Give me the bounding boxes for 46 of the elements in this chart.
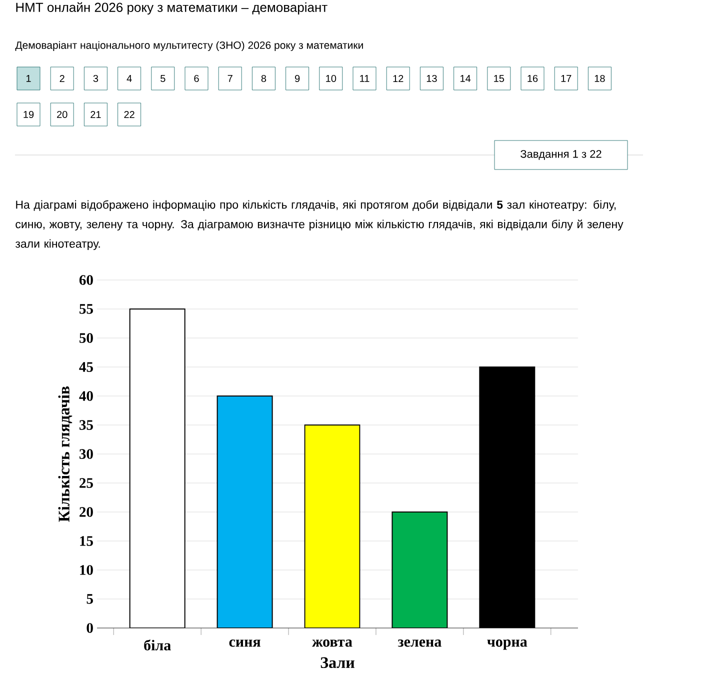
y-tick-label: 40: [79, 391, 93, 401]
y-tick-label: 0: [86, 623, 93, 633]
text: 13: [426, 74, 437, 82]
y-tick-label: 35: [80, 420, 93, 430]
text: 10: [326, 74, 336, 82]
text: 16: [528, 74, 538, 82]
text: 9: [294, 74, 300, 82]
text: 6: [194, 74, 199, 82]
text: 8: [261, 74, 266, 82]
x-tick-label: зелена: [398, 640, 442, 647]
x-tick-label: синя: [229, 640, 260, 647]
text: 7: [228, 75, 232, 82]
text: 1: [26, 75, 31, 82]
x-tick-label: чорна: [487, 640, 528, 650]
text: 14: [460, 75, 471, 82]
text: 12: [393, 75, 404, 82]
y-tick-label: 5: [86, 594, 93, 604]
text: 2: [60, 75, 64, 82]
x-axis-title: Зали: [320, 657, 354, 668]
text: Завдання 1 з 22: [520, 150, 602, 160]
text: 4: [126, 75, 132, 82]
text: 20: [57, 110, 68, 118]
y-tick-label: 25: [80, 478, 93, 488]
y-tick-label: 15: [80, 536, 93, 546]
y-tick-label: 50: [80, 333, 93, 343]
text: 18: [594, 74, 605, 82]
y-tick-label: 60: [79, 275, 93, 285]
text: 5: [160, 75, 166, 82]
chart-subtitle: Демоваріант національного мультитесту (ЗНО) 2026 року з математики: [15, 41, 363, 51]
text: 15: [494, 75, 504, 82]
text: 11: [360, 75, 370, 82]
text: 22: [124, 111, 134, 118]
x-tick-label: біла: [144, 640, 171, 650]
x-tick-label: жовта: [312, 640, 352, 647]
text: 21: [90, 111, 101, 118]
text: На діаграмі відображено інформацію про кількість глядачів, які протягом доби відвідали 5 зал кінотеатру: білу, синю, жовту, зелену та чорну. За діаграмою визначте різницю між кількістю глядачів, які відвідали білу й зелену зали кінотеатру.: [15, 200, 624, 250]
y-tick-label: 45: [79, 362, 93, 372]
text: 17: [561, 75, 572, 82]
y-tick-label: 30: [80, 449, 93, 459]
y-axis-title: Кількість глядачів: [58, 386, 72, 522]
y-tick-label: 20: [80, 507, 93, 517]
text: 3: [93, 74, 98, 82]
text: 19: [24, 110, 34, 118]
y-tick-label: 55: [80, 304, 93, 314]
y-tick-label: 10: [80, 565, 93, 575]
chart-title: НМТ онлайн 2026 року з математики – демоваріант: [16, 2, 328, 15]
